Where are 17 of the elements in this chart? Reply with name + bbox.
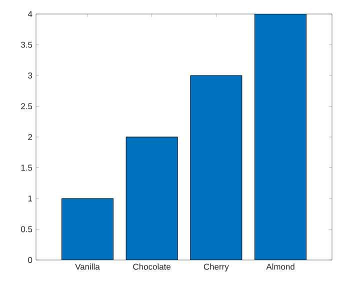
y-tick-label: 3 (28, 72, 32, 78)
x-tick-label: Chocolate (133, 264, 171, 270)
y-tick-label: 1.5 (21, 164, 32, 171)
x-tick-label: Almond (266, 264, 294, 270)
y-tick-label: 0.5 (21, 226, 32, 232)
y-tick-label: 4 (28, 11, 32, 17)
y-tick-label: 2 (28, 134, 32, 140)
bar (62, 198, 114, 260)
bar (126, 137, 178, 260)
y-tick-label: 1 (28, 196, 32, 202)
bar (254, 14, 307, 260)
x-tick-label: Vanilla (75, 264, 100, 270)
y-tick-label: 3.5 (21, 42, 32, 48)
bar (190, 76, 242, 260)
y-tick-label: 0 (28, 257, 32, 263)
x-tick-label: Cherry (204, 264, 229, 272)
y-tick-label: 2.5 (21, 103, 32, 110)
